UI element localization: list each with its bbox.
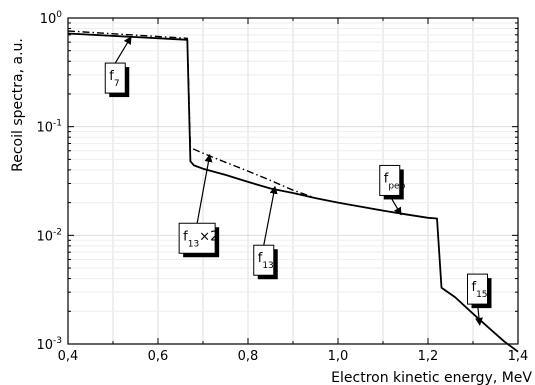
annotation-box <box>104 62 126 94</box>
annotation-label: fpep <box>384 171 406 191</box>
x-tick-label: 1,2 <box>418 349 439 364</box>
annotation-13: f13 <box>253 185 278 280</box>
dash-dot-series-line <box>67 30 316 199</box>
x-tick-label: 1,0 <box>328 349 349 364</box>
x-tick-label: 1,4 <box>508 349 529 364</box>
annotation-13: f13×2 <box>178 153 220 258</box>
annotation-label: f7 <box>109 69 119 89</box>
annotation-box <box>379 164 401 196</box>
annotation-group: f7 f13×2 f13 fpep f15 <box>104 36 492 326</box>
annotation-label: f15 <box>472 280 488 300</box>
x-tick-label: 0,8 <box>238 349 259 364</box>
annotation-arrow <box>196 153 213 224</box>
annotation-7: f7 <box>104 36 132 98</box>
grid <box>68 18 518 344</box>
x-tick-label: 0,4 <box>58 349 79 364</box>
annotation-box <box>467 273 488 305</box>
annotation-arrow <box>263 185 278 246</box>
annotation-15: f15 <box>467 273 492 326</box>
y-tick-label: 10-1 <box>36 119 62 136</box>
tick-group: 0,4 0,6 0,8 1,0 1,2 1,4 100 10-1 10-2 10-3 <box>36 10 528 364</box>
annotation-label: f13 <box>258 251 274 271</box>
y-tick-label: 10-3 <box>36 336 62 353</box>
annotation-box <box>178 222 216 254</box>
annotation-label: f13×2 <box>183 229 218 249</box>
y-axis-label: Recoil spectra, a.u. <box>10 38 26 172</box>
y-tick-label: 10-2 <box>36 227 62 244</box>
annotation-box <box>253 244 275 276</box>
annotation-arrow <box>114 36 132 64</box>
x-axis-label: Electron kinetic energy, MeV <box>331 370 532 385</box>
x-tick-label: 0,6 <box>148 349 169 364</box>
annotation-pep: fpep <box>379 164 406 216</box>
series-group <box>67 30 519 353</box>
y-tick-label: 100 <box>40 10 63 27</box>
solid-series-line <box>67 32 519 353</box>
